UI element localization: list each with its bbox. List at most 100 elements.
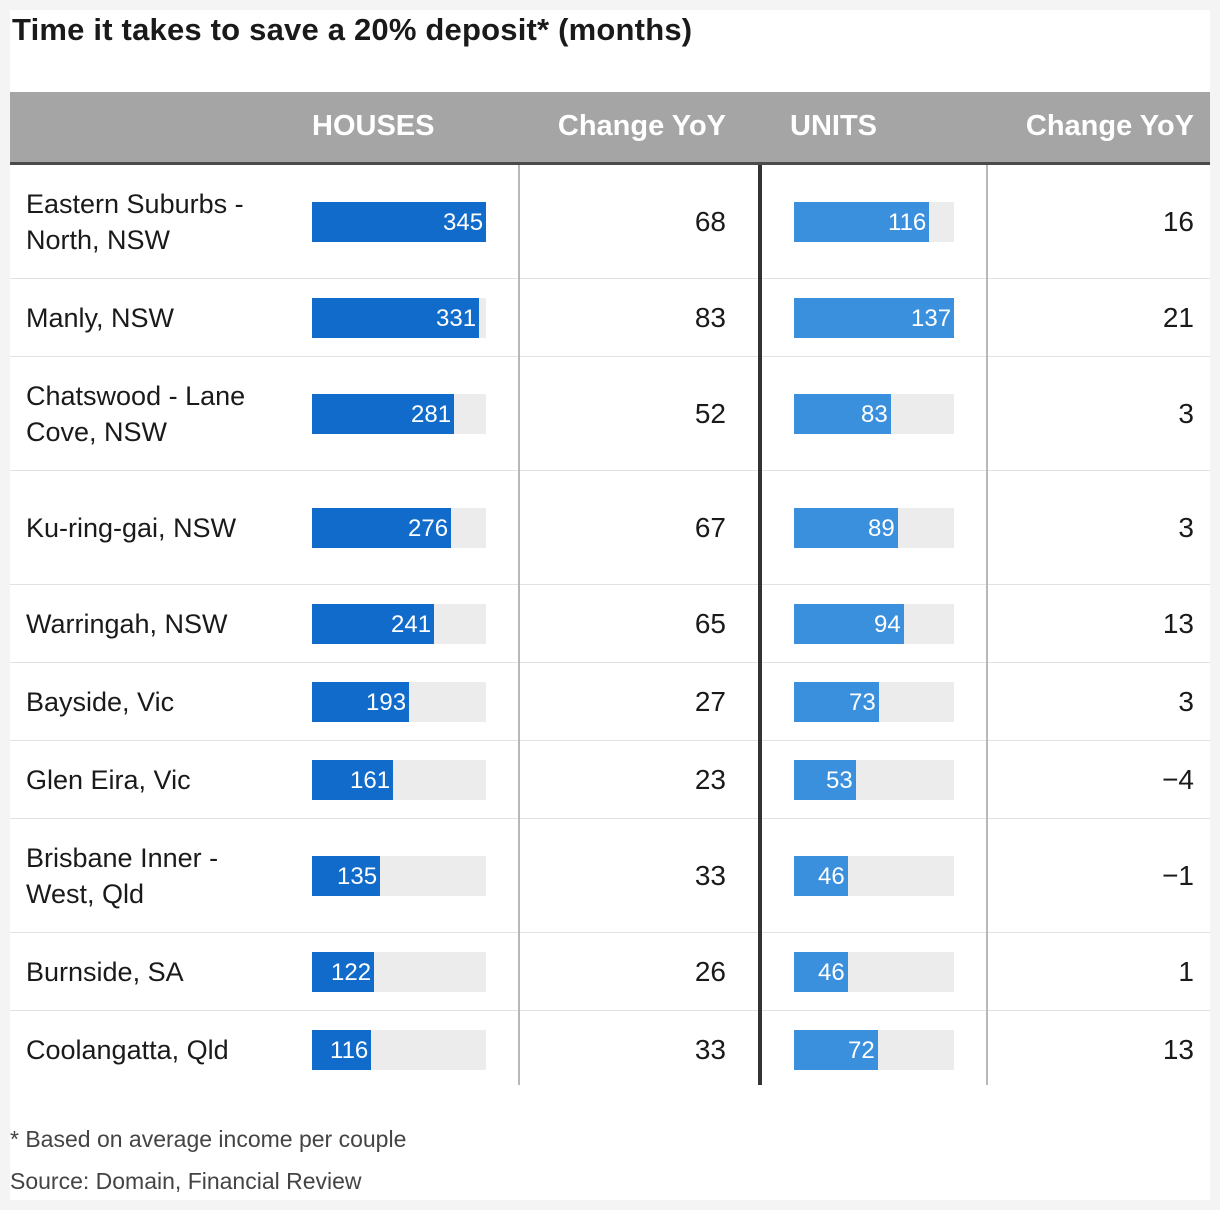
units-bar — [794, 759, 856, 800]
table-row: Warringah, NSW 65 13 241 94 — [10, 585, 1210, 663]
houses-bar-label: 135 — [337, 862, 378, 890]
units-change-value: 16 — [1162, 205, 1194, 237]
units-change-value: 3 — [1178, 685, 1194, 717]
units-bar — [794, 393, 891, 434]
table-row: Bayside, Vic 27 3 193 73 — [10, 663, 1210, 741]
header-units-change: Change YoY — [1025, 110, 1194, 142]
header-houses: HOUSES — [312, 110, 435, 142]
units-bar-label: 94 — [874, 610, 901, 638]
region-name: Glen Eira, Vic — [26, 764, 191, 795]
units-bar-label: 46 — [818, 862, 845, 890]
units-bar-track: 53 — [794, 759, 954, 800]
region-name: Ku-ring-gai, NSW — [26, 512, 237, 543]
houses-bar-label: 193 — [366, 688, 407, 716]
units-bar-track: 46 — [794, 855, 954, 896]
source-note: Source: Domain, Financial Review — [10, 1168, 362, 1194]
units-change-value: 13 — [1162, 607, 1194, 639]
units-bar — [794, 951, 848, 992]
houses-bar — [312, 951, 374, 992]
table-row: Coolangatta, Qld 33 13 116 72 — [10, 1011, 1210, 1088]
units-bar-label: 137 — [911, 304, 952, 332]
header-houses-change: Change YoY — [557, 110, 726, 142]
units-bar-track: 72 — [794, 1029, 954, 1070]
houses-bar-label: 345 — [443, 208, 484, 236]
region-name: Brisbane Inner - West, Qld — [26, 842, 219, 909]
units-bar — [794, 855, 848, 896]
units-bar — [794, 603, 904, 644]
houses-bar-label: 161 — [350, 766, 391, 794]
table-row: Glen Eira, Vic 23 −4 161 53 — [10, 741, 1210, 819]
units-change-value: 21 — [1162, 301, 1194, 333]
divider-houses-change — [518, 165, 520, 1085]
houses-bar — [312, 1029, 371, 1070]
houses-bar-track: 281 — [312, 393, 486, 434]
houses-bar-label: 281 — [411, 400, 452, 428]
units-bar-track: 83 — [794, 393, 954, 434]
region-name: Coolangatta, Qld — [26, 1034, 229, 1065]
houses-bar-track: 345 — [312, 201, 486, 242]
houses-bar-label: 241 — [391, 610, 432, 638]
chart-panel: Time it takes to save a 20% deposit* (mo… — [10, 10, 1210, 1200]
houses-change-value: 68 — [694, 205, 726, 237]
houses-bar-track: 135 — [312, 855, 486, 896]
houses-bar — [312, 759, 393, 800]
houses-bar — [312, 201, 486, 242]
houses-bar-track: 276 — [312, 507, 486, 548]
houses-bar — [312, 297, 479, 338]
houses-change-value: 23 — [694, 763, 726, 795]
units-bar-label: 83 — [861, 400, 888, 428]
units-bar — [794, 201, 929, 242]
units-bar — [794, 681, 879, 722]
region-name: Burnside, SA — [26, 956, 184, 987]
footnote: * Based on average income per couple — [10, 1126, 407, 1152]
table-row: Brisbane Inner - West, Qld 33 −1 135 46 — [10, 819, 1210, 933]
units-change-value: 1 — [1178, 955, 1194, 987]
units-bar — [794, 1029, 878, 1070]
divider-houses-units — [758, 165, 762, 1085]
units-bar-label: 72 — [848, 1036, 875, 1064]
houses-change-value: 26 — [694, 955, 726, 987]
header-units: UNITS — [790, 110, 877, 142]
units-bar-label: 89 — [868, 514, 895, 542]
units-change-value: 13 — [1162, 1033, 1194, 1065]
region-name: Bayside, Vic — [26, 686, 175, 717]
houses-bar — [312, 855, 380, 896]
houses-change-value: 67 — [694, 511, 726, 543]
units-bar-track: 46 — [794, 951, 954, 992]
houses-change-value: 27 — [694, 685, 726, 717]
region-name: Eastern Suburbs - North, NSW — [26, 188, 244, 255]
units-bar-track: 94 — [794, 603, 954, 644]
houses-bar-track: 161 — [312, 759, 486, 800]
units-bar-track: 116 — [794, 201, 954, 242]
houses-bar — [312, 603, 434, 644]
units-bar-label: 53 — [826, 766, 853, 794]
units-bar-track: 89 — [794, 507, 954, 548]
units-bar — [794, 297, 954, 338]
units-bar — [794, 507, 898, 548]
table-row: Burnside, SA 26 1 122 46 — [10, 933, 1210, 1011]
houses-bar-label: 116 — [330, 1036, 369, 1064]
table-row: Manly, NSW 83 21 331 137 — [10, 279, 1210, 357]
houses-change-value: 33 — [694, 1033, 726, 1065]
houses-bar-label: 122 — [331, 958, 372, 986]
houses-bar-track: 241 — [312, 603, 486, 644]
units-bar-label: 46 — [818, 958, 845, 986]
houses-bar-label: 276 — [408, 514, 449, 542]
chart-title: Time it takes to save a 20% deposit* (mo… — [12, 12, 693, 47]
houses-change-value: 52 — [694, 397, 726, 429]
units-change-value: 3 — [1178, 511, 1194, 543]
table-row: Ku-ring-gai, NSW 67 3 276 89 — [10, 471, 1210, 585]
units-bar-track: 73 — [794, 681, 954, 722]
houses-bar-track: 193 — [312, 681, 486, 722]
units-bar-track: 137 — [794, 297, 954, 338]
houses-bar-track: 122 — [312, 951, 486, 992]
region-name: Manly, NSW — [26, 302, 175, 333]
houses-bar-label: 331 — [436, 304, 477, 332]
houses-change-value: 65 — [694, 607, 726, 639]
houses-bar-track: 331 — [312, 297, 486, 338]
units-change-value: −4 — [1162, 763, 1194, 795]
houses-bar — [312, 393, 454, 434]
units-bar-label: 73 — [849, 688, 876, 716]
region-name: Warringah, NSW — [26, 608, 228, 639]
houses-bar-track: 116 — [312, 1029, 486, 1070]
